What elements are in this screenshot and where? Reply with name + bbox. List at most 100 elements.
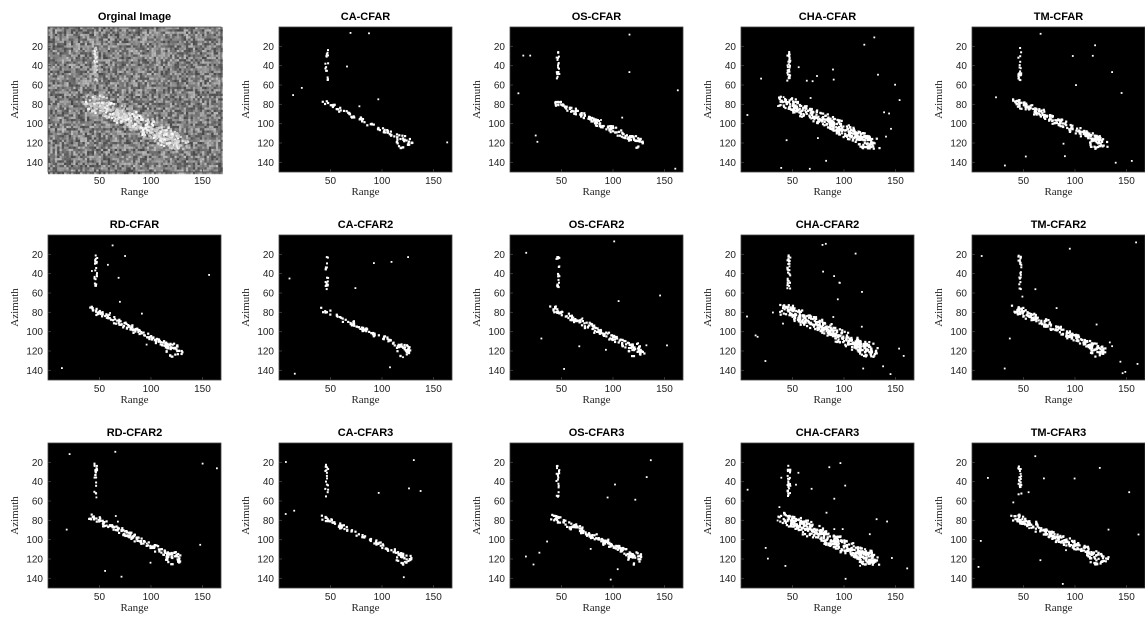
speckle-pixel bbox=[213, 79, 216, 83]
speckle-pixel bbox=[123, 47, 127, 50]
speckle-pixel bbox=[213, 139, 216, 142]
speckle-pixel bbox=[66, 82, 69, 85]
speckle-pixel bbox=[52, 155, 55, 159]
speckle-pixel bbox=[98, 162, 101, 165]
speckle-pixel bbox=[71, 162, 74, 165]
speckle-pixel bbox=[158, 40, 161, 44]
speckle-pixel bbox=[91, 84, 94, 87]
speckle-pixel bbox=[176, 56, 180, 60]
speckle-pixel bbox=[107, 54, 111, 57]
speckle-pixel bbox=[59, 125, 62, 129]
speckle-pixel bbox=[107, 40, 111, 44]
speckle-pixel bbox=[71, 135, 74, 138]
speckle-pixel bbox=[82, 61, 85, 64]
speckle-pixel bbox=[144, 27, 147, 30]
speckle-pixel bbox=[188, 142, 191, 145]
speckle-pixel bbox=[192, 142, 196, 145]
speckle-pixel bbox=[204, 89, 207, 92]
speckle-pixel bbox=[179, 123, 182, 126]
speckle-pixel bbox=[59, 116, 62, 119]
speckle-pixel bbox=[176, 125, 180, 129]
speckle-pixel bbox=[135, 142, 138, 145]
speckle-pixel bbox=[140, 29, 143, 32]
speckle-pixel bbox=[153, 114, 157, 117]
speckle-pixel bbox=[107, 165, 111, 168]
speckle-pixel bbox=[144, 142, 147, 145]
speckle-pixel bbox=[75, 84, 78, 87]
speckle-pixel bbox=[195, 105, 198, 108]
speckle-pixel bbox=[142, 96, 145, 99]
speckle-pixel bbox=[188, 68, 191, 71]
speckle-pixel bbox=[82, 68, 85, 71]
speckle-pixel bbox=[195, 29, 198, 32]
speckle-pixel bbox=[73, 47, 76, 50]
speckle-pixel bbox=[160, 84, 163, 87]
speckle-pixel bbox=[105, 162, 108, 165]
speckle-pixel bbox=[215, 169, 219, 172]
speckle-pixel bbox=[112, 100, 115, 103]
speckle-pixel bbox=[66, 160, 69, 163]
speckle-pixel bbox=[165, 112, 168, 115]
speckle-pixel bbox=[197, 43, 200, 46]
speckle-pixel bbox=[114, 47, 117, 50]
speckle-pixel bbox=[91, 112, 94, 115]
speckle-pixel bbox=[61, 151, 65, 154]
speckle-pixel bbox=[133, 36, 136, 39]
speckle-pixel bbox=[133, 68, 136, 71]
target-pixel bbox=[163, 137, 166, 140]
speckle-pixel bbox=[84, 112, 88, 115]
speckle-pixel bbox=[137, 29, 140, 32]
speckle-pixel bbox=[68, 142, 71, 145]
speckle-pixel bbox=[156, 148, 159, 152]
speckle-pixel bbox=[146, 144, 150, 147]
speckle-pixel bbox=[119, 33, 122, 37]
speckle-pixel bbox=[123, 54, 127, 57]
speckle-pixel bbox=[68, 56, 71, 60]
speckle-pixel bbox=[54, 68, 58, 71]
speckle-pixel bbox=[119, 61, 122, 64]
speckle-pixel bbox=[73, 61, 76, 64]
speckle-pixel bbox=[107, 169, 111, 172]
speckle-pixel bbox=[144, 114, 147, 117]
speckle-pixel bbox=[87, 116, 90, 119]
speckle-pixel bbox=[52, 79, 55, 83]
speckle-pixel bbox=[181, 59, 184, 62]
speckle-pixel bbox=[105, 36, 108, 39]
speckle-pixel bbox=[80, 128, 83, 131]
speckle-pixel bbox=[144, 68, 147, 71]
speckle-pixel bbox=[121, 162, 124, 165]
speckle-pixel bbox=[167, 56, 170, 60]
speckle-pixel bbox=[199, 121, 203, 124]
speckle-pixel bbox=[197, 73, 200, 76]
speckle-pixel bbox=[48, 130, 51, 133]
speckle-pixel bbox=[211, 102, 214, 106]
speckle-pixel bbox=[80, 132, 83, 136]
speckle-pixel bbox=[197, 153, 200, 156]
speckle-pixel bbox=[57, 130, 60, 133]
speckle-pixel bbox=[163, 33, 166, 37]
speckle-pixel bbox=[68, 98, 71, 101]
speckle-pixel bbox=[163, 98, 166, 101]
speckle-pixel bbox=[68, 165, 71, 168]
speckle-pixel bbox=[80, 93, 83, 96]
speckle-pixel bbox=[119, 73, 122, 76]
speckle-pixel bbox=[117, 116, 120, 119]
speckle-pixel bbox=[57, 125, 60, 129]
speckle-pixel bbox=[71, 139, 74, 142]
speckle-pixel bbox=[48, 31, 51, 34]
speckle-pixel bbox=[206, 91, 209, 94]
speckle-pixel bbox=[57, 148, 60, 152]
speckle-pixel bbox=[59, 61, 62, 64]
speckle-pixel bbox=[158, 36, 161, 39]
speckle-pixel bbox=[218, 125, 221, 129]
speckle-pixel bbox=[105, 79, 108, 83]
speckle-pixel bbox=[195, 160, 198, 163]
speckle-pixel bbox=[169, 47, 173, 50]
speckle-pixel bbox=[87, 63, 90, 67]
speckle-pixel bbox=[48, 33, 51, 37]
speckle-pixel bbox=[156, 84, 159, 87]
speckle-pixel bbox=[188, 135, 191, 138]
speckle-pixel bbox=[188, 43, 191, 46]
speckle-pixel bbox=[153, 155, 157, 159]
speckle-pixel bbox=[169, 148, 173, 152]
